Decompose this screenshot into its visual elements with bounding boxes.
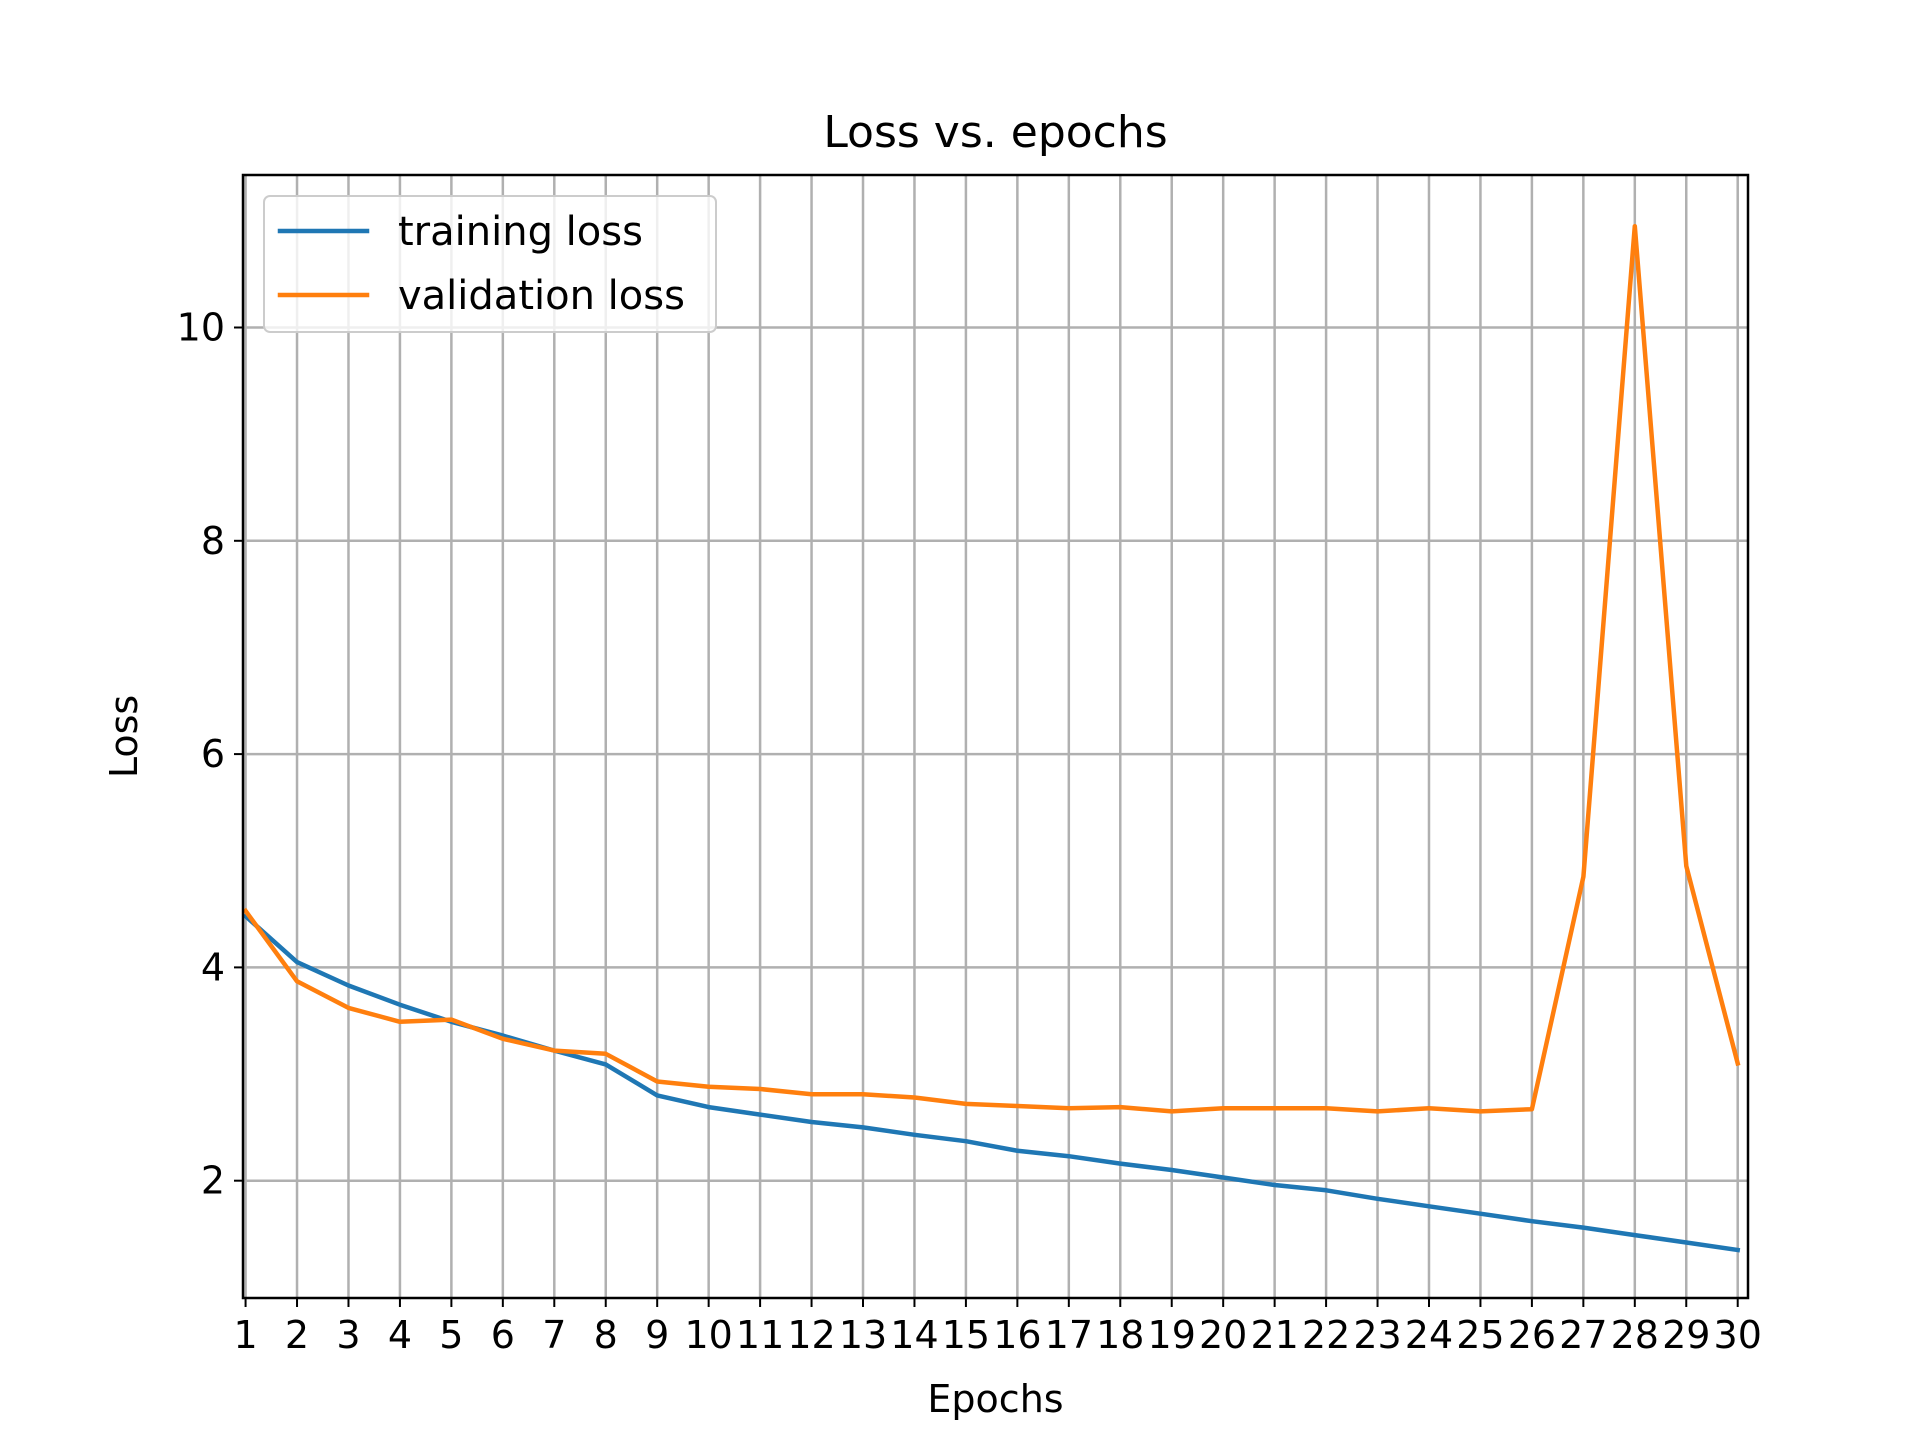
- series-line-validation-loss: [242, 223, 1741, 1114]
- y-tick-label: 10: [177, 306, 225, 350]
- x-tick-label: 19: [1148, 1313, 1196, 1357]
- x-tick-label: 2: [285, 1313, 309, 1357]
- y-tick-label: 4: [201, 945, 225, 989]
- x-tick-label: 20: [1199, 1313, 1247, 1357]
- x-tick-label: 1: [233, 1313, 257, 1357]
- legend-label-training-loss: training loss: [398, 209, 643, 255]
- x-tick-label: 25: [1456, 1313, 1504, 1357]
- x-tick-label: 30: [1714, 1313, 1762, 1357]
- x-tick-label: 10: [684, 1313, 732, 1357]
- x-tick-label: 27: [1559, 1313, 1607, 1357]
- series-lines: [242, 223, 1741, 1253]
- y-tick-label: 8: [201, 519, 225, 563]
- x-tick-label: 28: [1611, 1313, 1659, 1357]
- legend-box: [263, 195, 717, 333]
- x-tick-label: 11: [736, 1313, 784, 1357]
- legend-label-validation-loss: validation loss: [398, 273, 685, 319]
- x-tick-label: 9: [645, 1313, 669, 1357]
- x-tick-label: 13: [839, 1313, 887, 1357]
- x-axis-label: Epochs: [927, 1377, 1063, 1421]
- x-tick-label: 21: [1250, 1313, 1298, 1357]
- axis-ticks: 1 2 3 4 5 6 7 8 9 10 11 12 13 14 15 16 17 18 19 20 21 22 23 24 2…: [177, 306, 1762, 1357]
- x-tick-label: 3: [336, 1313, 360, 1357]
- x-tick-label: 15: [942, 1313, 990, 1357]
- y-axis-label: Loss: [102, 695, 146, 778]
- x-tick-label: 24: [1405, 1313, 1453, 1357]
- y-tick-label: 2: [201, 1159, 225, 1203]
- x-tick-label: 7: [542, 1313, 566, 1357]
- x-tick-label: 5: [439, 1313, 463, 1357]
- x-tick-label: 17: [1045, 1313, 1093, 1357]
- x-tick-label: 29: [1662, 1313, 1710, 1357]
- x-tick-label: 18: [1096, 1313, 1144, 1357]
- x-tick-label: 4: [388, 1313, 412, 1357]
- x-tick-label: 12: [787, 1313, 835, 1357]
- x-tick-label: 16: [993, 1313, 1041, 1357]
- legend: training loss validation loss: [263, 195, 717, 333]
- x-tick-label: 22: [1302, 1313, 1350, 1357]
- plot-frame: [241, 173, 1750, 1300]
- grid: [243, 175, 1748, 1298]
- x-tick-label: 8: [594, 1313, 618, 1357]
- x-tick-label: 23: [1353, 1313, 1401, 1357]
- x-tick-label: 26: [1508, 1313, 1556, 1357]
- chart-title: Loss vs. epochs: [823, 107, 1167, 158]
- x-tick-label: 6: [491, 1313, 515, 1357]
- x-tick-label: 14: [890, 1313, 938, 1357]
- y-tick-label: 6: [201, 732, 225, 776]
